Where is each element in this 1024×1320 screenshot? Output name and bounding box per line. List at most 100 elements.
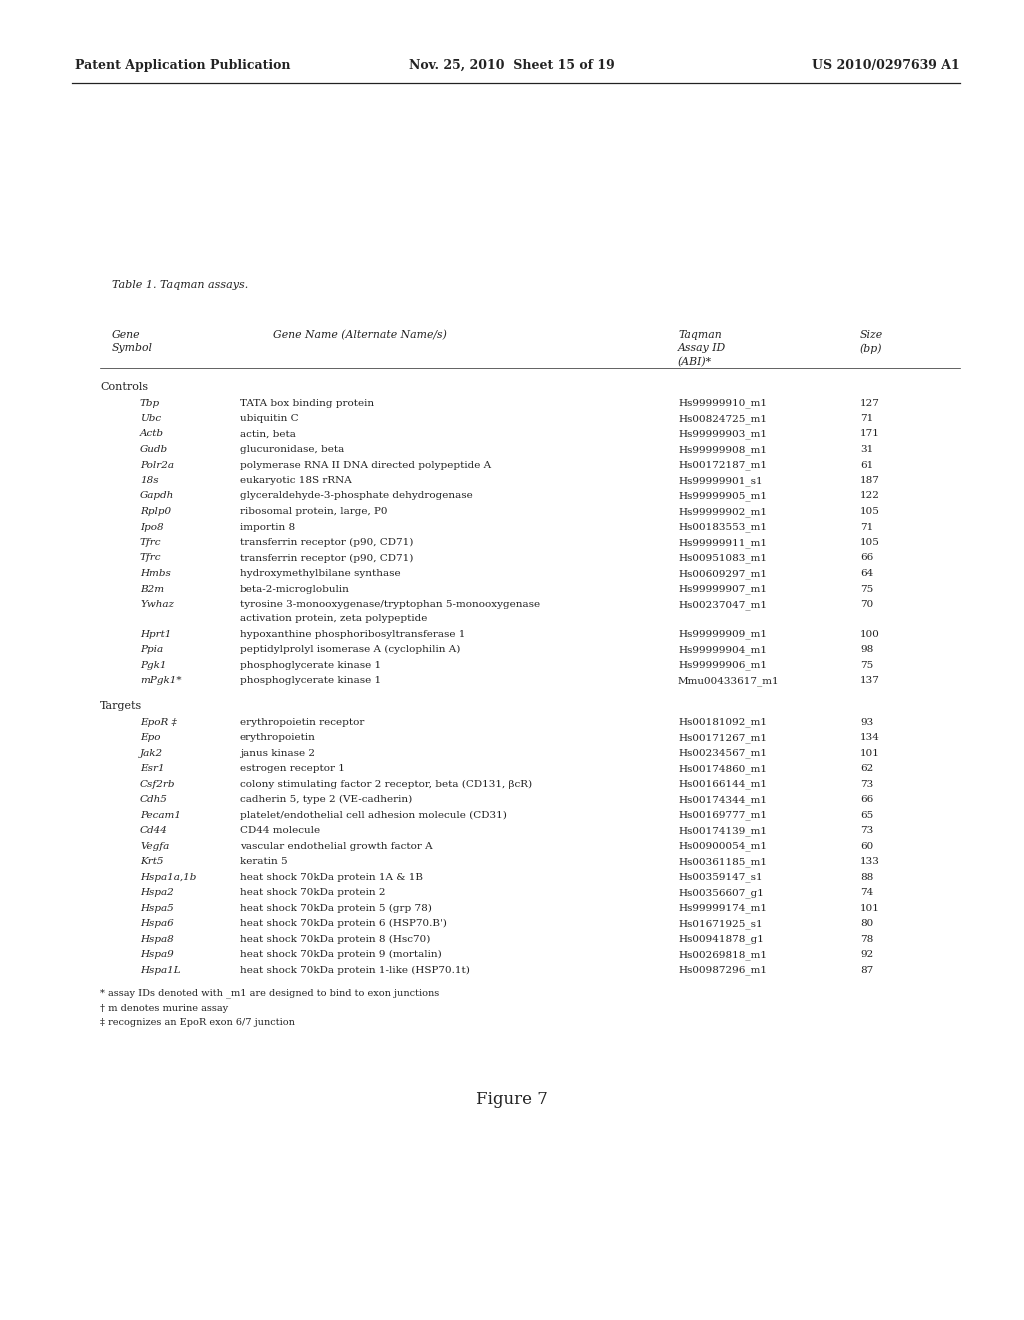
Text: Hspa1a,1b: Hspa1a,1b xyxy=(140,873,197,882)
Text: importin 8: importin 8 xyxy=(240,523,295,532)
Text: 127: 127 xyxy=(860,399,880,408)
Text: Hs99999904_m1: Hs99999904_m1 xyxy=(678,645,767,655)
Text: Esr1: Esr1 xyxy=(140,764,165,774)
Text: polymerase RNA II DNA directed polypeptide A: polymerase RNA II DNA directed polypepti… xyxy=(240,461,492,470)
Text: Ywhaz: Ywhaz xyxy=(140,601,174,609)
Text: Hs00269818_m1: Hs00269818_m1 xyxy=(678,950,767,960)
Text: phosphoglycerate kinase 1: phosphoglycerate kinase 1 xyxy=(240,676,381,685)
Text: Vegfa: Vegfa xyxy=(140,842,169,850)
Text: phosphoglycerate kinase 1: phosphoglycerate kinase 1 xyxy=(240,661,381,669)
Text: Hs00824725_m1: Hs00824725_m1 xyxy=(678,414,767,424)
Text: Hs99999909_m1: Hs99999909_m1 xyxy=(678,630,767,639)
Text: 88: 88 xyxy=(860,873,873,882)
Text: Hs00174139_m1: Hs00174139_m1 xyxy=(678,826,767,836)
Text: Hs00174860_m1: Hs00174860_m1 xyxy=(678,764,767,774)
Text: peptidylprolyl isomerase A (cyclophilin A): peptidylprolyl isomerase A (cyclophilin … xyxy=(240,645,461,655)
Text: Hs00172187_m1: Hs00172187_m1 xyxy=(678,461,767,470)
Text: Hspa1L: Hspa1L xyxy=(140,965,180,974)
Text: Controls: Controls xyxy=(100,381,148,392)
Text: 71: 71 xyxy=(860,523,873,532)
Text: Figure 7: Figure 7 xyxy=(476,1092,548,1109)
Text: Hs00234567_m1: Hs00234567_m1 xyxy=(678,748,767,758)
Text: 75: 75 xyxy=(860,661,873,669)
Text: Hs99999907_m1: Hs99999907_m1 xyxy=(678,585,767,594)
Text: CD44 molecule: CD44 molecule xyxy=(240,826,321,836)
Text: Hs99999174_m1: Hs99999174_m1 xyxy=(678,904,767,913)
Text: 60: 60 xyxy=(860,842,873,850)
Text: transferrin receptor (p90, CD71): transferrin receptor (p90, CD71) xyxy=(240,553,414,562)
Text: EpoR ‡: EpoR ‡ xyxy=(140,718,177,726)
Text: glyceraldehyde-3-phosphate dehydrogenase: glyceraldehyde-3-phosphate dehydrogenase xyxy=(240,491,473,500)
Text: 92: 92 xyxy=(860,950,873,960)
Text: 73: 73 xyxy=(860,780,873,788)
Text: Gapdh: Gapdh xyxy=(140,491,174,500)
Text: 66: 66 xyxy=(860,553,873,562)
Text: Hs00359147_s1: Hs00359147_s1 xyxy=(678,873,763,882)
Text: Pgk1: Pgk1 xyxy=(140,661,167,669)
Text: Tfrc: Tfrc xyxy=(140,553,162,562)
Text: † m denotes murine assay: † m denotes murine assay xyxy=(100,1003,228,1012)
Text: 101: 101 xyxy=(860,748,880,758)
Text: Hspa6: Hspa6 xyxy=(140,919,174,928)
Text: 93: 93 xyxy=(860,718,873,726)
Text: vascular endothelial growth factor A: vascular endothelial growth factor A xyxy=(240,842,432,850)
Text: 70: 70 xyxy=(860,601,873,609)
Text: Targets: Targets xyxy=(100,701,142,711)
Text: Hs00181092_m1: Hs00181092_m1 xyxy=(678,718,767,727)
Text: Hs00183553_m1: Hs00183553_m1 xyxy=(678,523,767,532)
Text: Taqman
Assay ID
(ABI)*: Taqman Assay ID (ABI)* xyxy=(678,330,726,367)
Text: Rplp0: Rplp0 xyxy=(140,507,171,516)
Text: Jak2: Jak2 xyxy=(140,748,163,758)
Text: cadherin 5, type 2 (VE-cadherin): cadherin 5, type 2 (VE-cadherin) xyxy=(240,795,413,804)
Text: US 2010/0297639 A1: US 2010/0297639 A1 xyxy=(812,58,961,71)
Text: Pecam1: Pecam1 xyxy=(140,810,181,820)
Text: 31: 31 xyxy=(860,445,873,454)
Text: 18s: 18s xyxy=(140,477,159,484)
Text: eukaryotic 18S rRNA: eukaryotic 18S rRNA xyxy=(240,477,352,484)
Text: 137: 137 xyxy=(860,676,880,685)
Text: heat shock 70kDa protein 9 (mortalin): heat shock 70kDa protein 9 (mortalin) xyxy=(240,950,441,960)
Text: 80: 80 xyxy=(860,919,873,928)
Text: B2m: B2m xyxy=(140,585,164,594)
Text: heat shock 70kDa protein 1A & 1B: heat shock 70kDa protein 1A & 1B xyxy=(240,873,423,882)
Text: Hs01671925_s1: Hs01671925_s1 xyxy=(678,919,763,929)
Text: Cd44: Cd44 xyxy=(140,826,168,836)
Text: hydroxymethylbilane synthase: hydroxymethylbilane synthase xyxy=(240,569,400,578)
Text: Hspa5: Hspa5 xyxy=(140,904,174,912)
Text: 122: 122 xyxy=(860,491,880,500)
Text: heat shock 70kDa protein 8 (Hsc70): heat shock 70kDa protein 8 (Hsc70) xyxy=(240,935,430,944)
Text: hypoxanthine phosphoribosyltransferase 1: hypoxanthine phosphoribosyltransferase 1 xyxy=(240,630,465,639)
Text: 61: 61 xyxy=(860,461,873,470)
Text: 62: 62 xyxy=(860,764,873,774)
Text: Actb: Actb xyxy=(140,429,164,438)
Text: mPgk1*: mPgk1* xyxy=(140,676,181,685)
Text: 105: 105 xyxy=(860,539,880,546)
Text: Gene Name (Alternate Name/s): Gene Name (Alternate Name/s) xyxy=(273,330,446,341)
Text: Hs99999906_m1: Hs99999906_m1 xyxy=(678,661,767,671)
Text: 134: 134 xyxy=(860,733,880,742)
Text: Size
(bp): Size (bp) xyxy=(860,330,883,354)
Text: heat shock 70kDa protein 5 (grp 78): heat shock 70kDa protein 5 (grp 78) xyxy=(240,904,432,912)
Text: * assay IDs denoted with _m1 are designed to bind to exon junctions: * assay IDs denoted with _m1 are designe… xyxy=(100,989,439,998)
Text: Hprt1: Hprt1 xyxy=(140,630,171,639)
Text: actin, beta: actin, beta xyxy=(240,429,296,438)
Text: Hspa8: Hspa8 xyxy=(140,935,174,944)
Text: Table 1. Taqman assays.: Table 1. Taqman assays. xyxy=(112,280,248,290)
Text: 101: 101 xyxy=(860,904,880,912)
Text: 71: 71 xyxy=(860,414,873,422)
Text: Tfrc: Tfrc xyxy=(140,539,162,546)
Text: Mmu00433617_m1: Mmu00433617_m1 xyxy=(678,676,779,686)
Text: 74: 74 xyxy=(860,888,873,898)
Text: 171: 171 xyxy=(860,429,880,438)
Text: Hs00987296_m1: Hs00987296_m1 xyxy=(678,965,767,975)
Text: Ppia: Ppia xyxy=(140,645,163,655)
Text: ubiquitin C: ubiquitin C xyxy=(240,414,299,422)
Text: heat shock 70kDa protein 6 (HSP70.B'): heat shock 70kDa protein 6 (HSP70.B') xyxy=(240,919,446,928)
Text: 105: 105 xyxy=(860,507,880,516)
Text: janus kinase 2: janus kinase 2 xyxy=(240,748,315,758)
Text: ribosomal protein, large, P0: ribosomal protein, large, P0 xyxy=(240,507,387,516)
Text: Ubc: Ubc xyxy=(140,414,161,422)
Text: 187: 187 xyxy=(860,477,880,484)
Text: colony stimulating factor 2 receptor, beta (CD131, βcR): colony stimulating factor 2 receptor, be… xyxy=(240,780,532,788)
Text: Hspa9: Hspa9 xyxy=(140,950,174,960)
